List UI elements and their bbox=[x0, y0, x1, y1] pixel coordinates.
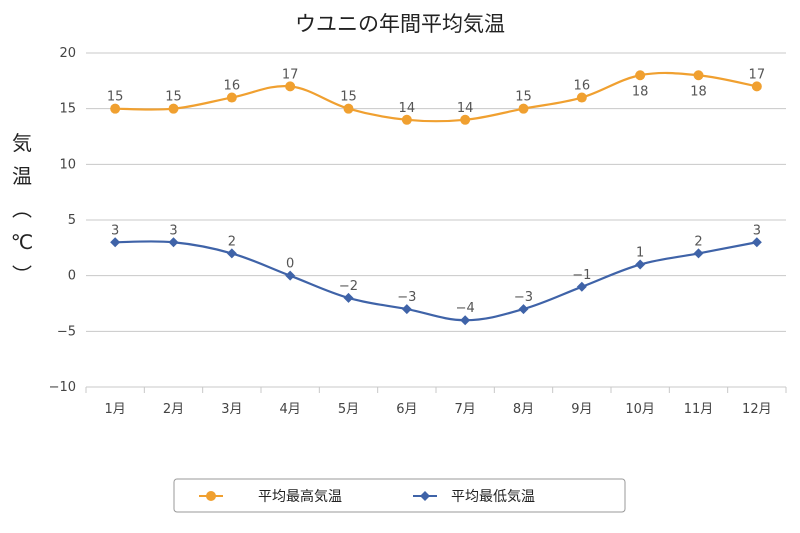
legend-item: 平均最低気温 bbox=[413, 489, 535, 505]
data-label: 15 bbox=[340, 90, 357, 105]
data-point bbox=[226, 248, 237, 259]
x-tick-label: 1月 bbox=[105, 402, 126, 417]
x-tick-label: 6月 bbox=[396, 402, 417, 417]
data-label: 3 bbox=[753, 223, 761, 238]
data-label: 2 bbox=[694, 234, 702, 249]
data-point bbox=[110, 103, 121, 114]
data-label: 3 bbox=[111, 223, 119, 238]
series-min-temp: 3 3 2 0 −2 −3 −4 −3 −1 1 2 3 bbox=[110, 223, 762, 326]
series-layer: 15 15 16 17 15 14 14 15 16 18 18 17 3 3 2 0 −2 −3 −4 −3 −1 1 2… bbox=[107, 67, 766, 326]
y-axis-label: 気温 ︵ ℃ ︶ bbox=[11, 131, 33, 287]
data-label: 15 bbox=[515, 90, 532, 105]
legend-item: 平均最高気温 bbox=[199, 488, 342, 505]
data-point bbox=[693, 70, 704, 81]
data-point bbox=[285, 270, 296, 281]
data-label: −3 bbox=[514, 290, 533, 305]
x-tick-label: 4月 bbox=[280, 402, 301, 417]
legend-marker bbox=[420, 491, 430, 501]
chart-title: ウユニの年間平均気温 bbox=[295, 12, 505, 36]
x-axis-ticks: 1月 2月 3月 4月 5月 6月 7月 8月 9月 10月 11月 12月 bbox=[105, 402, 772, 417]
data-label: 18 bbox=[690, 84, 707, 99]
data-label: −2 bbox=[339, 279, 358, 294]
y-axis-label-char: ︵ bbox=[12, 197, 32, 221]
data-label: 18 bbox=[632, 84, 649, 99]
legend-box bbox=[173, 478, 626, 513]
y-axis-label-char: ℃ bbox=[11, 230, 33, 254]
x-tick-label: 3月 bbox=[221, 402, 242, 417]
data-point bbox=[518, 304, 529, 315]
data-point bbox=[576, 92, 587, 103]
y-tick-label: 20 bbox=[59, 46, 76, 61]
x-tick-label: 5月 bbox=[338, 402, 359, 417]
y-axis-label-char: 気 bbox=[12, 131, 32, 155]
legend-label: 平均最低気温 bbox=[451, 489, 535, 505]
x-tick-label: 11月 bbox=[684, 402, 714, 417]
y-axis-ticks: 20 15 10 5 0 −5 −10 bbox=[49, 46, 76, 395]
data-point bbox=[343, 292, 354, 303]
y-axis-label-char: ︶ bbox=[12, 263, 32, 287]
x-tick-label: 2月 bbox=[163, 402, 184, 417]
data-label: 17 bbox=[749, 67, 766, 82]
data-point bbox=[168, 237, 179, 248]
grid-lines bbox=[86, 52, 786, 332]
x-tick-label: 9月 bbox=[571, 402, 592, 417]
y-tick-label: −10 bbox=[49, 380, 76, 395]
data-point bbox=[693, 248, 704, 259]
data-point bbox=[460, 315, 471, 326]
data-point bbox=[401, 114, 412, 125]
x-tick-label: 10月 bbox=[625, 402, 655, 417]
data-point bbox=[110, 237, 121, 248]
data-point bbox=[751, 81, 762, 92]
x-tick-label: 12月 bbox=[742, 402, 772, 417]
data-label: 17 bbox=[282, 67, 299, 82]
data-label: 1 bbox=[636, 246, 644, 261]
legend: 平均最高気温 平均最低気温 bbox=[173, 478, 626, 513]
data-point bbox=[168, 103, 179, 114]
data-point bbox=[635, 259, 646, 270]
y-tick-label: −5 bbox=[57, 324, 76, 339]
data-label: 14 bbox=[457, 101, 474, 116]
legend-label: 平均最高気温 bbox=[258, 488, 342, 505]
series-max-temp: 15 15 16 17 15 14 14 15 16 18 18 17 bbox=[107, 67, 766, 125]
y-tick-label: 5 bbox=[68, 213, 76, 228]
y-axis-label-char: 温 bbox=[12, 164, 32, 188]
data-label: −1 bbox=[572, 268, 591, 283]
data-point bbox=[285, 81, 296, 92]
y-tick-label: 10 bbox=[59, 157, 76, 172]
data-label: 3 bbox=[169, 223, 177, 238]
data-label: 0 bbox=[286, 257, 294, 272]
data-point bbox=[751, 237, 762, 248]
data-point bbox=[226, 92, 237, 103]
data-label: 16 bbox=[224, 79, 241, 94]
data-label: 2 bbox=[228, 234, 236, 249]
data-label: −4 bbox=[456, 301, 475, 316]
series-line bbox=[115, 71, 758, 123]
data-point bbox=[343, 103, 354, 114]
data-point bbox=[460, 114, 471, 125]
data-label: 14 bbox=[399, 101, 416, 116]
data-point bbox=[518, 103, 529, 114]
data-point bbox=[576, 281, 587, 292]
data-point bbox=[635, 70, 646, 81]
data-label: 16 bbox=[574, 79, 591, 94]
data-label: 15 bbox=[107, 90, 124, 105]
x-tick-label: 8月 bbox=[513, 402, 534, 417]
y-tick-label: 15 bbox=[59, 102, 76, 117]
y-tick-label: 0 bbox=[68, 269, 76, 284]
x-axis bbox=[85, 386, 787, 393]
series-line bbox=[115, 240, 758, 322]
data-label: 15 bbox=[165, 90, 182, 105]
data-point bbox=[401, 304, 412, 315]
data-label: −3 bbox=[397, 290, 416, 305]
legend-marker bbox=[206, 491, 216, 501]
x-tick-label: 7月 bbox=[455, 402, 476, 417]
